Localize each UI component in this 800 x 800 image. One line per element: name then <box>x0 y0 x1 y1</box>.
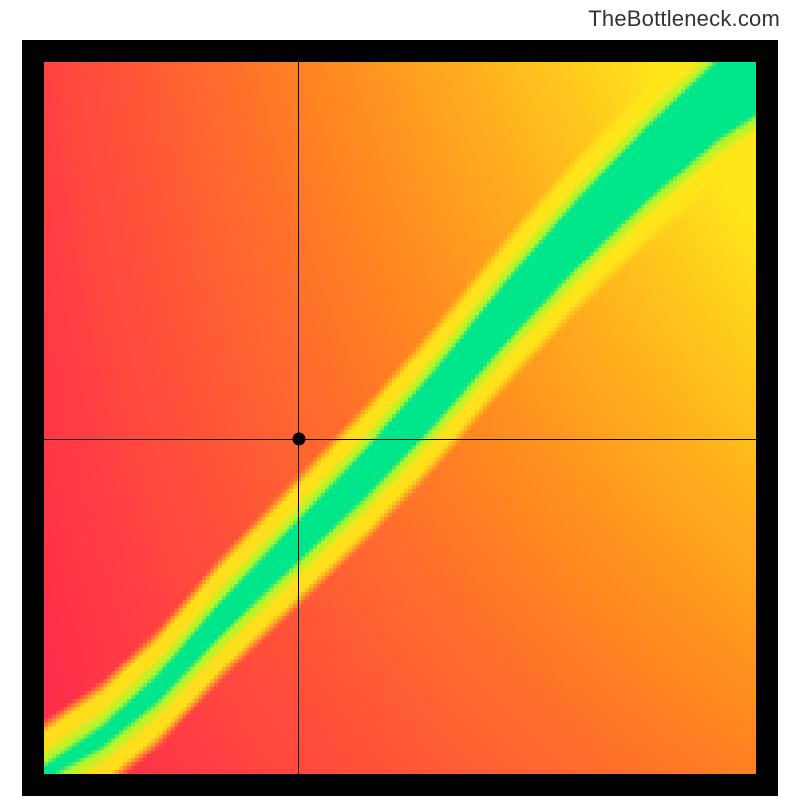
crosshair-horizontal <box>44 439 756 440</box>
data-point-marker <box>292 433 305 446</box>
crosshair-vertical <box>298 62 299 774</box>
chart-container: TheBottleneck.com <box>0 0 800 800</box>
heatmap-canvas <box>44 62 756 774</box>
attribution-text: TheBottleneck.com <box>588 6 780 32</box>
plot-area <box>44 62 756 774</box>
chart-frame <box>22 40 778 796</box>
